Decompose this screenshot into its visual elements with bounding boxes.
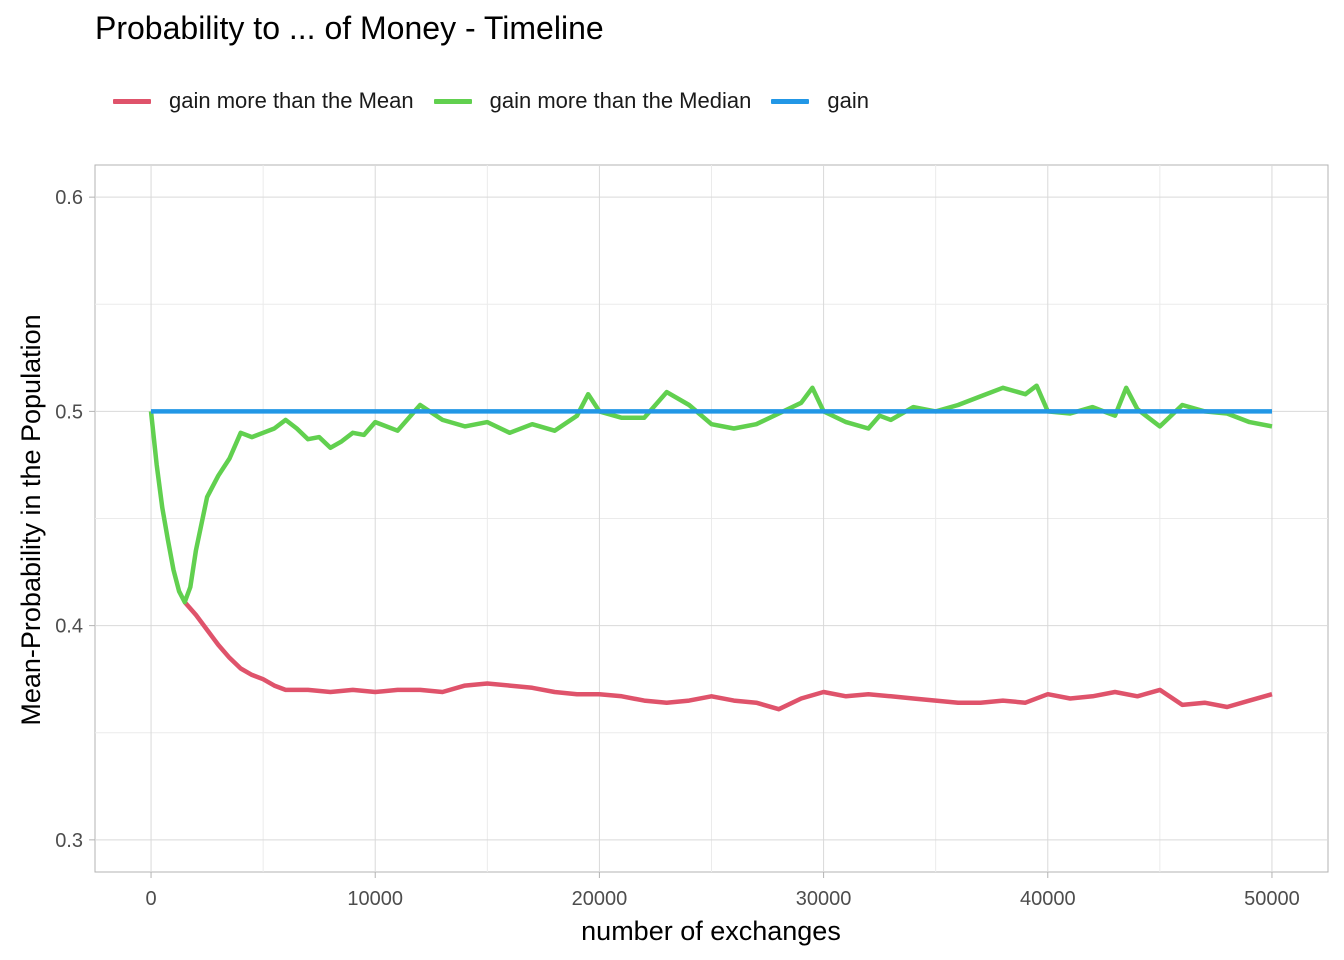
x-tick-label: 40000 [1020, 888, 1076, 910]
legend-item-mean: gain more than the Mean [113, 88, 414, 114]
x-tick-label: 50000 [1244, 888, 1300, 910]
y-tick-label: 0.3 [55, 830, 83, 852]
chart-title: Probability to ... of Money - Timeline [95, 10, 604, 46]
x-tick-label: 20000 [572, 888, 628, 910]
x-axis-title: number of exchanges [581, 916, 841, 946]
y-tick-label: 0.5 [55, 401, 83, 423]
legend-swatch-median [433, 98, 472, 104]
legend-label-mean: gain more than the Mean [169, 88, 414, 113]
legend-swatch-gain [771, 98, 810, 104]
x-tick-label: 10000 [347, 888, 403, 910]
legend-item-median: gain more than the Median [433, 88, 752, 114]
tick-labels: 0 10000 20000 30000 40000 50000 0.3 0.4 0.5 0.6 [55, 187, 1300, 910]
legend-item-gain: gain [771, 88, 869, 114]
legend-swatch-mean [113, 98, 151, 104]
x-tick-label: 30000 [796, 888, 852, 910]
legend-label-gain: gain [827, 88, 869, 113]
series-lines [148, 383, 1273, 712]
y-tick-label: 0.6 [55, 187, 83, 209]
x-tick-label: 0 [145, 888, 156, 910]
legend-label-median: gain more than the Median [489, 88, 752, 113]
y-axis-title: Mean-Probability in the Population [16, 314, 46, 725]
legend: gain more than the Mean gain more than t… [113, 86, 889, 116]
y-tick-label: 0.4 [55, 616, 83, 638]
series-line-gain-more-than-mean [183, 600, 1273, 712]
series-line-gain-more-than-median [148, 383, 1273, 605]
